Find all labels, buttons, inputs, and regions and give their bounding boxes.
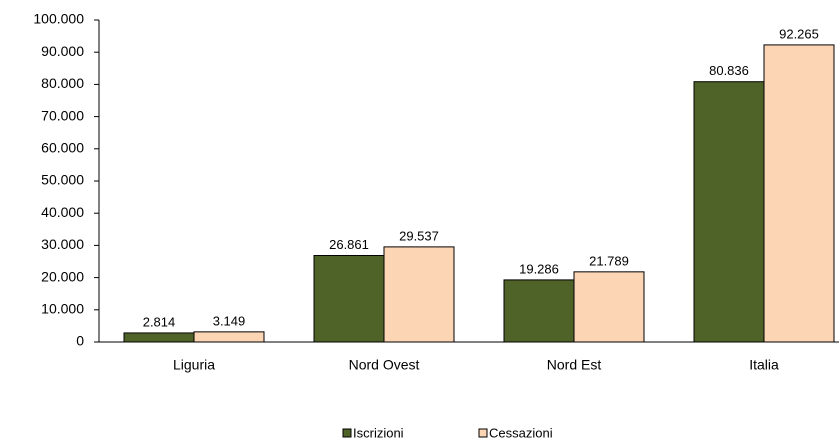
value-label: 80.836 xyxy=(709,63,749,78)
value-label: 92.265 xyxy=(779,26,819,41)
y-tick-label: 70.000 xyxy=(41,107,84,123)
bar xyxy=(693,81,765,343)
y-tick-label: 50.000 xyxy=(41,172,84,188)
y-tick-label: 40.000 xyxy=(41,204,84,220)
legend-label: Iscrizioni xyxy=(353,425,404,440)
legend-swatch xyxy=(342,428,352,438)
bar xyxy=(573,271,645,343)
value-label: 21.789 xyxy=(589,253,629,268)
bar xyxy=(313,255,385,343)
value-label: 3.149 xyxy=(213,313,246,328)
y-tick-label: 0 xyxy=(76,333,84,349)
bar xyxy=(383,246,455,343)
y-tick-label: 100.000 xyxy=(33,11,84,27)
bar xyxy=(503,279,575,343)
bar xyxy=(763,44,835,343)
legend-swatch xyxy=(478,428,488,438)
value-label: 19.286 xyxy=(519,261,559,276)
bar xyxy=(193,331,265,343)
x-tick-label: Italia xyxy=(749,357,779,373)
value-label: 26.861 xyxy=(329,237,369,252)
y-tick-label: 30.000 xyxy=(41,236,84,252)
legend-label: Cessazioni xyxy=(489,425,553,440)
y-tick-label: 60.000 xyxy=(41,140,84,156)
y-tick-label: 10.000 xyxy=(41,301,84,317)
x-tick-label: Liguria xyxy=(173,357,215,373)
value-label: 29.537 xyxy=(399,228,439,243)
y-tick-label: 90.000 xyxy=(41,43,84,59)
x-tick-label: Nord Ovest xyxy=(349,357,420,373)
x-tick-label: Nord Est xyxy=(547,357,602,373)
y-tick-label: 80.000 xyxy=(41,75,84,91)
bar xyxy=(123,332,195,343)
y-tick-label: 20.000 xyxy=(41,268,84,284)
value-label: 2.814 xyxy=(143,314,176,329)
